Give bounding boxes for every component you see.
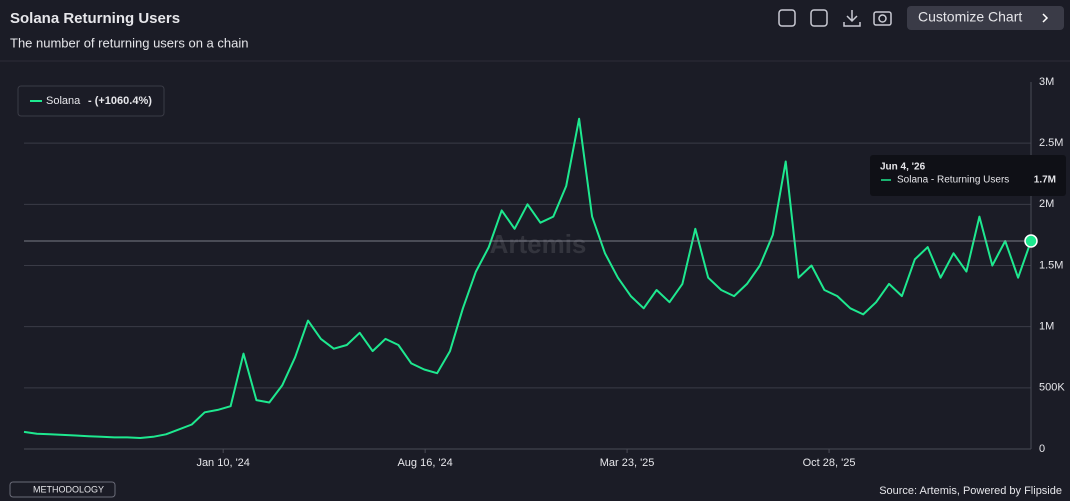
button-label[interactable]: Customize Chart (918, 9, 1022, 25)
y-tick-label: 1M (1039, 321, 1054, 333)
embed-icon[interactable] (778, 9, 796, 27)
y-tick-label: 3M (1039, 76, 1054, 88)
series-line (23, 117, 1032, 439)
x-tick-label: Jan 10, '24 (196, 457, 249, 469)
toolbar (778, 9, 892, 27)
camera-icon[interactable] (873, 11, 892, 26)
x-tick-label: Aug 16, '24 (397, 457, 452, 469)
download-icon[interactable] (843, 10, 861, 27)
methodology-label[interactable]: METHODOLOGY (33, 484, 104, 494)
x-tick-label: Mar 23, '25 (600, 457, 655, 469)
watermark: Artemis (490, 229, 587, 259)
tooltip-date: Jun 4, '26 (880, 162, 926, 173)
x-tick-label: Oct 28, '25 (803, 457, 856, 469)
y-tick-label: 0 (1039, 443, 1045, 455)
subtitle: The number of returning users on a chain (10, 35, 248, 50)
hover-point (1024, 234, 1038, 248)
y-tick-label: 2M (1039, 198, 1054, 210)
plot: 0 500K 1M 1.5M 2M 2.5M 3M Jan 10, '24 Aug 16, '2… (23, 76, 1066, 469)
camera-lens (878, 14, 887, 23)
chevron (1042, 13, 1049, 23)
tooltip-label: Solana - Returning Users (897, 175, 1009, 186)
customize-button[interactable] (907, 6, 1064, 30)
y-tick-label: 2.5M (1039, 137, 1063, 149)
source: Source: Artemis, Powered by Flipside (879, 485, 1062, 497)
legend-label[interactable]: Solana (46, 95, 81, 107)
legend (17, 85, 165, 117)
methodology-button[interactable] (9, 481, 116, 498)
tooltip (870, 155, 1066, 196)
y-tick-label: 500K (1039, 382, 1065, 394)
tooltip-value: 1.7M (1034, 175, 1056, 186)
chart-title: Solana Returning Users (10, 10, 180, 27)
legend-change: - (+1060.4%) (88, 95, 152, 107)
formula-icon[interactable] (810, 9, 828, 27)
y-tick-label: 1.5M (1039, 259, 1063, 271)
